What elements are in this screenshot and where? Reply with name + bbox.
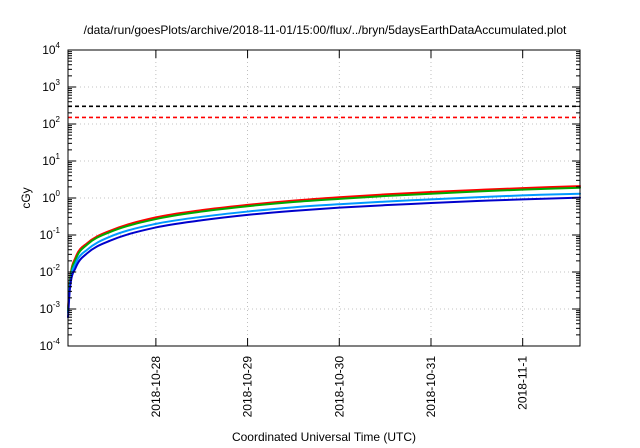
x-tick-label: 2018-11-1 bbox=[516, 356, 530, 410]
y-tick-label: 101 bbox=[42, 152, 60, 168]
series-layer bbox=[67, 185, 581, 319]
x-axis-label: Coordinated Universal Time (UTC) bbox=[232, 430, 416, 444]
series-line bbox=[67, 185, 581, 310]
series-line bbox=[67, 186, 581, 312]
tick-layer bbox=[68, 49, 580, 347]
y-tick-label: 10-4 bbox=[40, 337, 61, 353]
x-tick-label: 2018-10-31 bbox=[424, 356, 438, 418]
y-axis-label: cGy bbox=[19, 187, 33, 208]
y-tick-labels: 10-4 10-3 10-2 10-1 100 101 102 103 104 bbox=[40, 41, 61, 353]
x-tick-labels: 2018-10-28 2018-10-29 2018-10-30 2018-10-31… bbox=[149, 356, 530, 418]
chart-title: /data/run/goesPlots/archive/2018-11-01/1… bbox=[84, 23, 567, 37]
y-tick-label: 104 bbox=[42, 41, 60, 57]
y-tick-label: 100 bbox=[42, 189, 60, 205]
reference-lines bbox=[68, 105, 580, 119]
x-tick-label: 2018-10-28 bbox=[149, 356, 163, 418]
y-tick-label: 10-2 bbox=[40, 263, 61, 279]
series-line bbox=[67, 192, 581, 314]
x-tick-label: 2018-10-29 bbox=[241, 356, 255, 418]
y-tick-label: 103 bbox=[42, 78, 60, 94]
y-tick-label: 102 bbox=[42, 115, 60, 131]
x-tick-label: 2018-10-30 bbox=[332, 356, 346, 418]
y-tick-label: 10-1 bbox=[40, 226, 61, 242]
y-tick-label: 10-3 bbox=[40, 300, 61, 316]
series-line bbox=[67, 196, 581, 319]
